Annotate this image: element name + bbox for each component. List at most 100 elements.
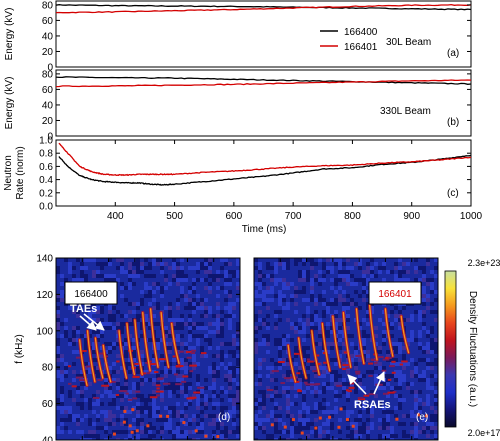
- mode-chirp: [298, 337, 307, 379]
- heatmap-cell: [120, 314, 124, 318]
- heatmap-cell: [354, 278, 358, 282]
- heatmap-cell: [370, 422, 374, 426]
- heatmap-cell: [132, 438, 136, 440]
- heatmap-cell: [200, 418, 204, 422]
- heatmap-cell: [200, 326, 204, 330]
- heatmap-cell: [434, 410, 438, 414]
- heatmap-cell: [374, 362, 378, 366]
- heatmap-cell: [406, 278, 410, 282]
- heatmap-cell: [155, 384, 161, 387]
- heatmap-cell: [330, 270, 334, 274]
- heatmap-cell: [88, 314, 92, 318]
- heatmap-cell: [152, 394, 156, 398]
- heatmap-cell: [426, 434, 430, 438]
- heatmap-cell: [346, 294, 350, 298]
- heatmap-cell: [362, 338, 366, 342]
- heatmap-cell: [410, 430, 414, 434]
- heatmap-cell: [346, 258, 350, 262]
- heatmap-cell: [342, 298, 346, 302]
- heatmap-cell: [144, 402, 148, 406]
- heatmap-cell: [208, 290, 212, 294]
- heatmap-cell: [406, 270, 410, 274]
- heatmap-cell: [108, 306, 112, 310]
- heatmap-cell: [116, 430, 120, 434]
- heatmap-cell: [358, 378, 362, 382]
- heatmap-cell: [185, 351, 192, 354]
- panel-a-ylabel: Energy (kV): [4, 8, 15, 61]
- heatmap-cell: [314, 298, 318, 302]
- heatmap-cell: [434, 414, 438, 418]
- heatmap-cell: [414, 394, 418, 398]
- heatmap-cell: [180, 430, 184, 434]
- heatmap-cell: [398, 382, 402, 386]
- heatmap-cell: [278, 414, 282, 418]
- heatmap-cell: [172, 382, 176, 386]
- colorbar-min-label: 2.0e+17: [468, 428, 500, 438]
- heatmap-cell: [398, 346, 402, 350]
- heatmap-cell: [402, 262, 406, 266]
- heatmap-cell: [254, 282, 258, 286]
- heatmap-cell: [132, 406, 136, 410]
- heatmap-cell: [274, 266, 278, 270]
- heatmap-cell: [330, 346, 334, 350]
- heatmap-cell: [60, 410, 64, 414]
- heatmap-cell: [426, 346, 430, 350]
- heatmap-cell: [176, 266, 180, 270]
- heatmap-cell: [68, 262, 72, 266]
- heatmap-cell: [334, 290, 338, 294]
- heatmap-cell: [366, 410, 370, 414]
- heatmap-cell: [346, 389, 350, 392]
- heatmap-cell: [366, 358, 370, 362]
- heatmap-cell: [302, 338, 306, 342]
- heatmap-cell: [64, 334, 68, 338]
- heatmap-cell: [180, 390, 184, 394]
- heatmap-cell: [228, 314, 232, 318]
- heatmap-cell: [330, 286, 334, 290]
- mode-chirp: [355, 308, 365, 365]
- panel-e-frame: [253, 257, 439, 441]
- heatmap-cell: [80, 382, 84, 386]
- heatmap-cell: [378, 266, 382, 270]
- heatmap-cell: [354, 366, 358, 370]
- heatmap-cell: [334, 278, 338, 282]
- heatmap-cell: [351, 424, 355, 428]
- heatmap-cell: [156, 378, 163, 381]
- heatmap-cell: [224, 438, 228, 440]
- heatmap-cell: [374, 262, 378, 266]
- heatmap-cell: [164, 274, 168, 278]
- heatmap-cell: [278, 430, 282, 434]
- heatmap-cell: [84, 434, 88, 438]
- heatmap-cell: [184, 390, 188, 394]
- heatmap-cell: [318, 402, 322, 406]
- colorbar-max-label: 2.3e+23: [468, 258, 500, 268]
- heatmap-cell: [310, 366, 314, 370]
- heatmap-cell: [306, 386, 310, 390]
- heatmap-cell: [274, 342, 278, 346]
- heatmap-cell: [378, 346, 382, 350]
- heatmap-cell: [152, 398, 156, 402]
- heatmap-cell: [148, 294, 152, 298]
- heatmap-cell: [104, 418, 108, 422]
- heatmap-cell: [282, 438, 286, 440]
- heatmap-cell: [398, 374, 402, 378]
- heatmap-cell: [124, 362, 128, 366]
- heatmap-cell: [358, 430, 362, 434]
- heatmap-cell: [220, 414, 224, 418]
- heatmap-cell: [286, 262, 290, 266]
- heatmap-cell: [156, 382, 160, 386]
- heatmap-cell: [84, 346, 88, 350]
- heatmap-cell: [220, 326, 224, 330]
- heatmap-cell: [124, 382, 128, 386]
- heatmap-cell: [390, 374, 394, 378]
- heatmap-cell: [236, 434, 240, 438]
- heatmap-cell: [298, 410, 302, 414]
- heatmap-cell: [334, 362, 338, 366]
- heatmap-cell: [430, 350, 434, 354]
- heatmap-cell: [196, 278, 200, 282]
- legend-label-166401: 166401: [344, 42, 378, 53]
- heatmap-cell: [274, 418, 278, 422]
- heatmap-cell: [236, 362, 240, 366]
- heatmap-cell: [96, 334, 100, 338]
- heatmap-cell: [378, 418, 382, 422]
